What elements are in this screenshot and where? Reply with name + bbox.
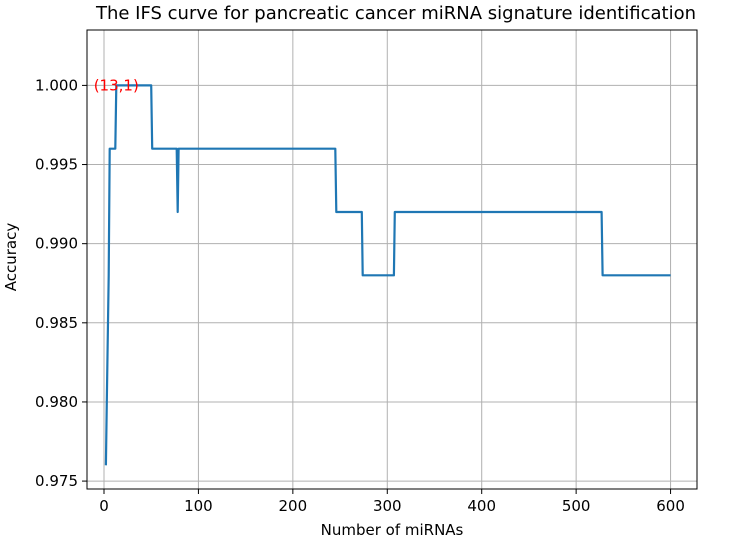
y-tick-label: 0.990 (35, 235, 78, 253)
chart-title: The IFS curve for pancreatic cancer miRN… (95, 3, 696, 24)
x-tick-label: 200 (279, 497, 308, 515)
x-tick-label: 100 (184, 497, 213, 515)
x-tick-label: 500 (562, 497, 591, 515)
y-tick-label: 0.985 (35, 314, 78, 332)
x-axis: 0 100 200 300 400 500 600 (99, 489, 685, 515)
annotation-layer: (13,1) (94, 76, 139, 94)
x-tick-label: 400 (467, 497, 496, 515)
y-tick-label: 0.975 (35, 472, 78, 490)
plot-frame (86, 29, 698, 490)
x-tick-label: 0 (99, 497, 109, 515)
accuracy-line (104, 84, 671, 466)
x-tick-label: 600 (656, 497, 685, 515)
y-axis-label: Accuracy (2, 223, 20, 292)
grid (87, 30, 697, 489)
y-tick-label: 0.995 (35, 156, 78, 174)
y-axis: 0.975 0.980 0.985 0.990 0.995 1.000 (35, 76, 87, 490)
annotation-label: (13,1) (94, 76, 139, 94)
y-tick-label: 1.000 (35, 76, 78, 94)
series-layer (104, 84, 671, 466)
x-tick-label: 300 (373, 497, 402, 515)
x-axis-label: Number of miRNAs (321, 521, 464, 539)
y-tick-label: 0.980 (35, 393, 78, 411)
